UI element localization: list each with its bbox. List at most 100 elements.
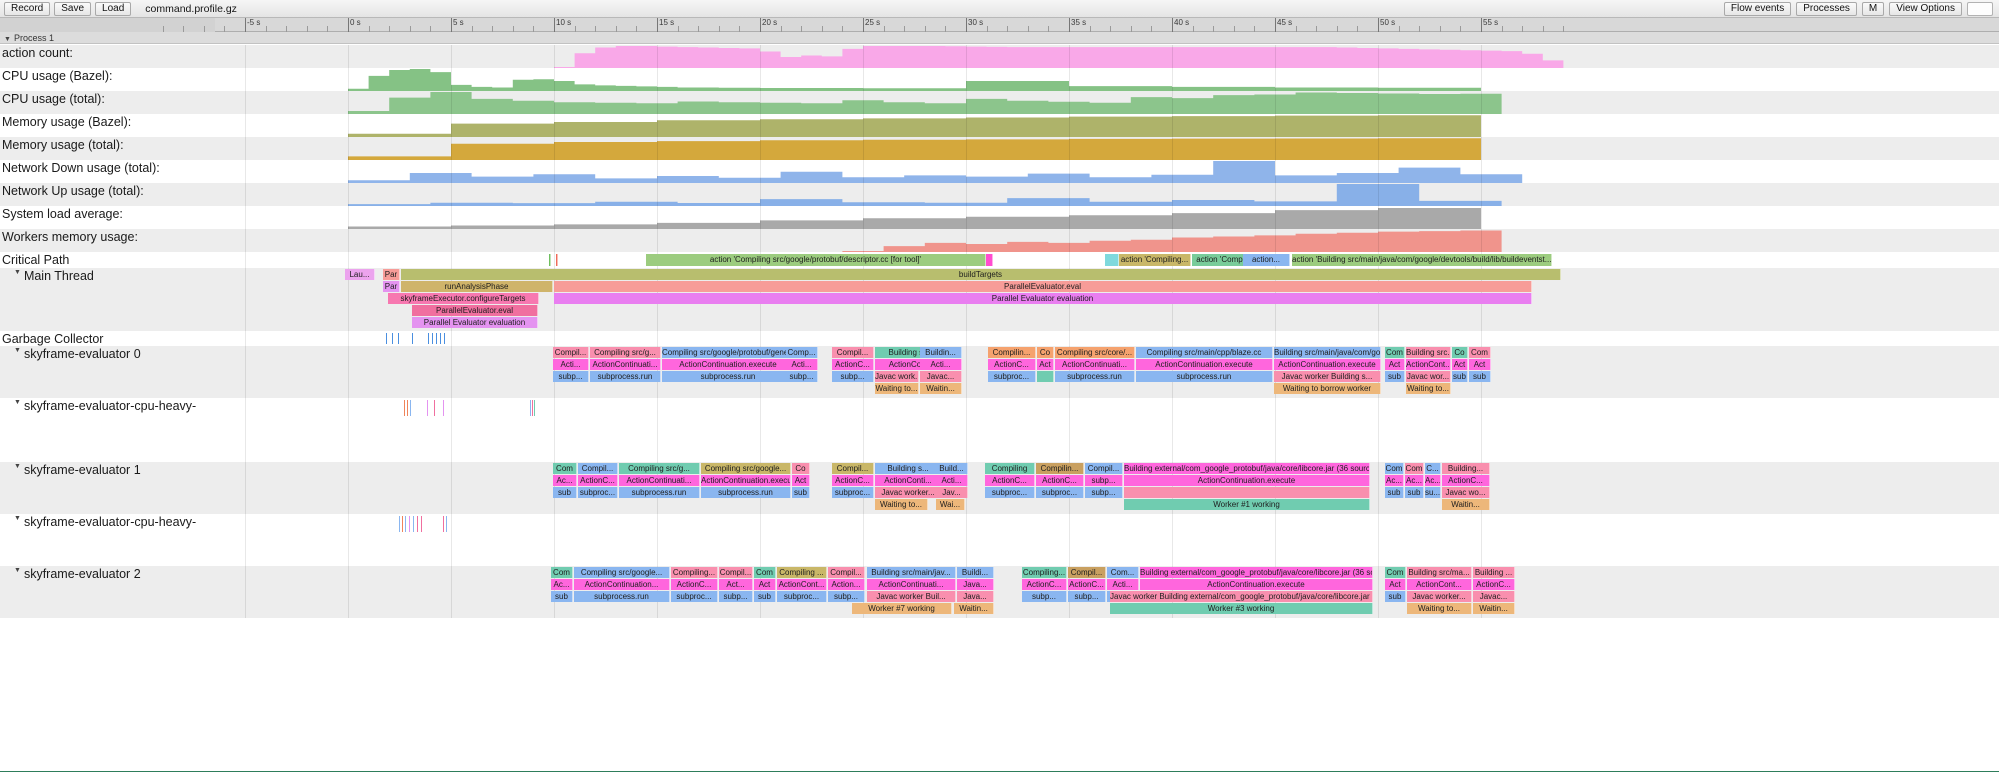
instant-event-marker[interactable] — [392, 333, 393, 344]
track-label[interactable]: System load average: — [0, 206, 215, 229]
trace-slice[interactable]: Waitin... — [920, 383, 962, 394]
trace-slice[interactable]: Parallel Evaluator evaluation — [412, 317, 538, 328]
counter-row-6[interactable]: Network Up usage (total): — [0, 183, 1999, 206]
trace-slice[interactable]: Building... — [1442, 463, 1490, 474]
trace-slice[interactable]: subprocess.run — [590, 371, 661, 382]
load-button[interactable]: Load — [95, 1, 132, 16]
trace-slice[interactable]: Compiling — [985, 463, 1035, 474]
track-canvas[interactable] — [215, 160, 1999, 183]
save-button[interactable]: Save — [54, 1, 92, 16]
trace-slice[interactable]: C... — [1425, 463, 1441, 474]
trace-slice[interactable]: ActionC... — [671, 579, 718, 590]
trace-slice[interactable]: Waitin... — [1473, 603, 1515, 614]
instant-event-marker[interactable] — [432, 333, 433, 344]
trace-slice[interactable]: Waiting to borrow worker — [1274, 383, 1381, 394]
trace-slice[interactable]: ParallelEvaluator.eval — [554, 281, 1532, 292]
trace-body[interactable]: ▼ Process 1 action count: CPU usage (Bazel… — [0, 32, 1999, 772]
track-canvas[interactable]: Com Compil... Compiling src/g... Compiling … — [215, 462, 1999, 514]
chevron-down-icon[interactable]: ▼ — [14, 463, 21, 470]
trace-slice[interactable]: Building external/com_google_protobuf/ja… — [1140, 567, 1373, 578]
trace-slice[interactable]: Par — [383, 281, 400, 292]
trace-slice[interactable]: ActionC... — [1036, 475, 1084, 486]
trace-slice[interactable]: Compil... — [832, 463, 874, 474]
trace-slice[interactable]: Ac... — [551, 579, 573, 590]
counter-row-5[interactable]: Network Down usage (total): — [0, 160, 1999, 183]
trace-slice[interactable]: buildTargets — [401, 269, 1561, 280]
trace-slice[interactable]: Act — [754, 579, 776, 590]
trace-slice[interactable]: Waiting to... — [875, 383, 919, 394]
trace-slice[interactable]: Javac wo... — [1442, 487, 1490, 498]
trace-slice[interactable]: subproc... — [988, 371, 1036, 382]
trace-slice[interactable]: Com... — [1107, 567, 1139, 578]
counter-row-4[interactable]: Memory usage (total): — [0, 137, 1999, 160]
chevron-down-icon[interactable]: ▼ — [14, 515, 21, 522]
trace-slice[interactable]: Act — [1037, 359, 1054, 370]
trace-slice[interactable]: Javac... — [920, 371, 962, 382]
track-label[interactable]: ▼ skyframe-evaluator 0 — [0, 346, 215, 398]
track-label[interactable]: Network Up usage (total): — [0, 183, 215, 206]
instant-event-marker[interactable] — [402, 516, 403, 532]
chevron-down-icon[interactable]: ▼ — [14, 269, 21, 276]
trace-slice[interactable]: ActionContinuation.execute — [1136, 359, 1273, 370]
instant-event-marker[interactable] — [534, 400, 535, 416]
trace-slice[interactable]: Buildin... — [920, 347, 962, 358]
trace-slice[interactable]: subproc... — [985, 487, 1035, 498]
track-label[interactable]: CPU usage (Bazel): — [0, 68, 215, 91]
trace-slice[interactable] — [1124, 487, 1370, 498]
instant-event-marker[interactable] — [413, 516, 414, 532]
trace-slice[interactable]: sub — [1452, 371, 1468, 382]
trace-slice[interactable] — [1105, 254, 1119, 266]
track-canvas[interactable]: Compil... Compiling src/g... Compiling src… — [215, 346, 1999, 398]
track-canvas[interactable]: action 'Compiling src/google/protobuf/de… — [215, 252, 1999, 268]
track-rows[interactable]: action count: CPU usage (Bazel): CPU usage… — [0, 45, 1999, 618]
track-label[interactable]: ▼ Main Thread — [0, 268, 215, 331]
trace-slice[interactable]: Waiting to... — [1407, 603, 1472, 614]
trace-slice[interactable]: Compil... — [1068, 567, 1106, 578]
trace-slice[interactable]: Act... — [719, 579, 753, 590]
trace-slice[interactable]: Ac... — [553, 475, 577, 486]
trace-slice[interactable]: Compil... — [553, 347, 589, 358]
track-canvas[interactable] — [215, 91, 1999, 114]
instant-event-marker[interactable] — [404, 400, 405, 416]
trace-slice[interactable]: Acti... — [553, 359, 589, 370]
track-canvas[interactable]: Com Compiling src/google... Compiling... Co… — [215, 566, 1999, 618]
trace-slice[interactable]: ActionContinuation.execute — [1274, 359, 1381, 370]
instant-event-marker[interactable] — [446, 516, 447, 532]
trace-slice[interactable]: Javac... — [1473, 591, 1515, 602]
instant-event-marker[interactable] — [427, 400, 428, 416]
instant-event-marker[interactable] — [417, 516, 418, 532]
trace-slice[interactable]: subp... — [553, 371, 589, 382]
trace-slice[interactable]: subprocess.run — [1136, 371, 1273, 382]
skyframe-evaluator-0-row[interactable]: ▼ skyframe-evaluator 0 Compil... Compiling … — [0, 346, 1999, 398]
track-label[interactable]: Workers memory usage: — [0, 229, 215, 252]
trace-slice[interactable]: subprocess.run — [701, 487, 791, 498]
counter-row-0[interactable]: action count: — [0, 45, 1999, 68]
trace-slice[interactable]: ActionC... — [985, 475, 1035, 486]
trace-slice[interactable]: ActionC... — [832, 359, 874, 370]
trace-slice[interactable]: ActionConti... — [875, 475, 942, 486]
trace-slice[interactable]: Building src/ma... — [1407, 567, 1472, 578]
track-canvas[interactable] — [215, 229, 1999, 252]
counter-row-3[interactable]: Memory usage (Bazel): — [0, 114, 1999, 137]
trace-slice[interactable]: action... — [1243, 254, 1290, 266]
trace-slice[interactable]: ActionC... — [578, 475, 618, 486]
trace-slice[interactable]: subprocess.run — [619, 487, 700, 498]
track-canvas[interactable] — [215, 183, 1999, 206]
trace-slice[interactable]: subp... — [1022, 591, 1067, 602]
counter-row-7[interactable]: System load average: — [0, 206, 1999, 229]
trace-slice[interactable]: sub — [792, 487, 810, 498]
process-header[interactable]: ▼ Process 1 — [0, 32, 1999, 44]
trace-slice[interactable]: Compil... — [832, 347, 874, 358]
trace-slice[interactable]: Lau... — [345, 269, 375, 280]
trace-slice[interactable]: Com — [1405, 463, 1424, 474]
trace-slice[interactable]: subproc... — [578, 487, 618, 498]
track-label[interactable]: Critical Path — [0, 252, 215, 268]
trace-slice[interactable]: ActionC... — [988, 359, 1036, 370]
track-label[interactable]: Garbage Collector — [0, 331, 215, 346]
track-canvas[interactable] — [215, 331, 1999, 346]
skyframe-evaluator-cpu-heavy-1-row[interactable]: ▼ skyframe-evaluator-cpu-heavy- — [0, 514, 1999, 566]
instant-event-marker[interactable] — [421, 516, 422, 532]
record-button[interactable]: Record — [4, 1, 51, 16]
trace-slice[interactable]: ActionContinuation.execute — [1124, 475, 1370, 486]
trace-slice[interactable] — [986, 254, 993, 266]
